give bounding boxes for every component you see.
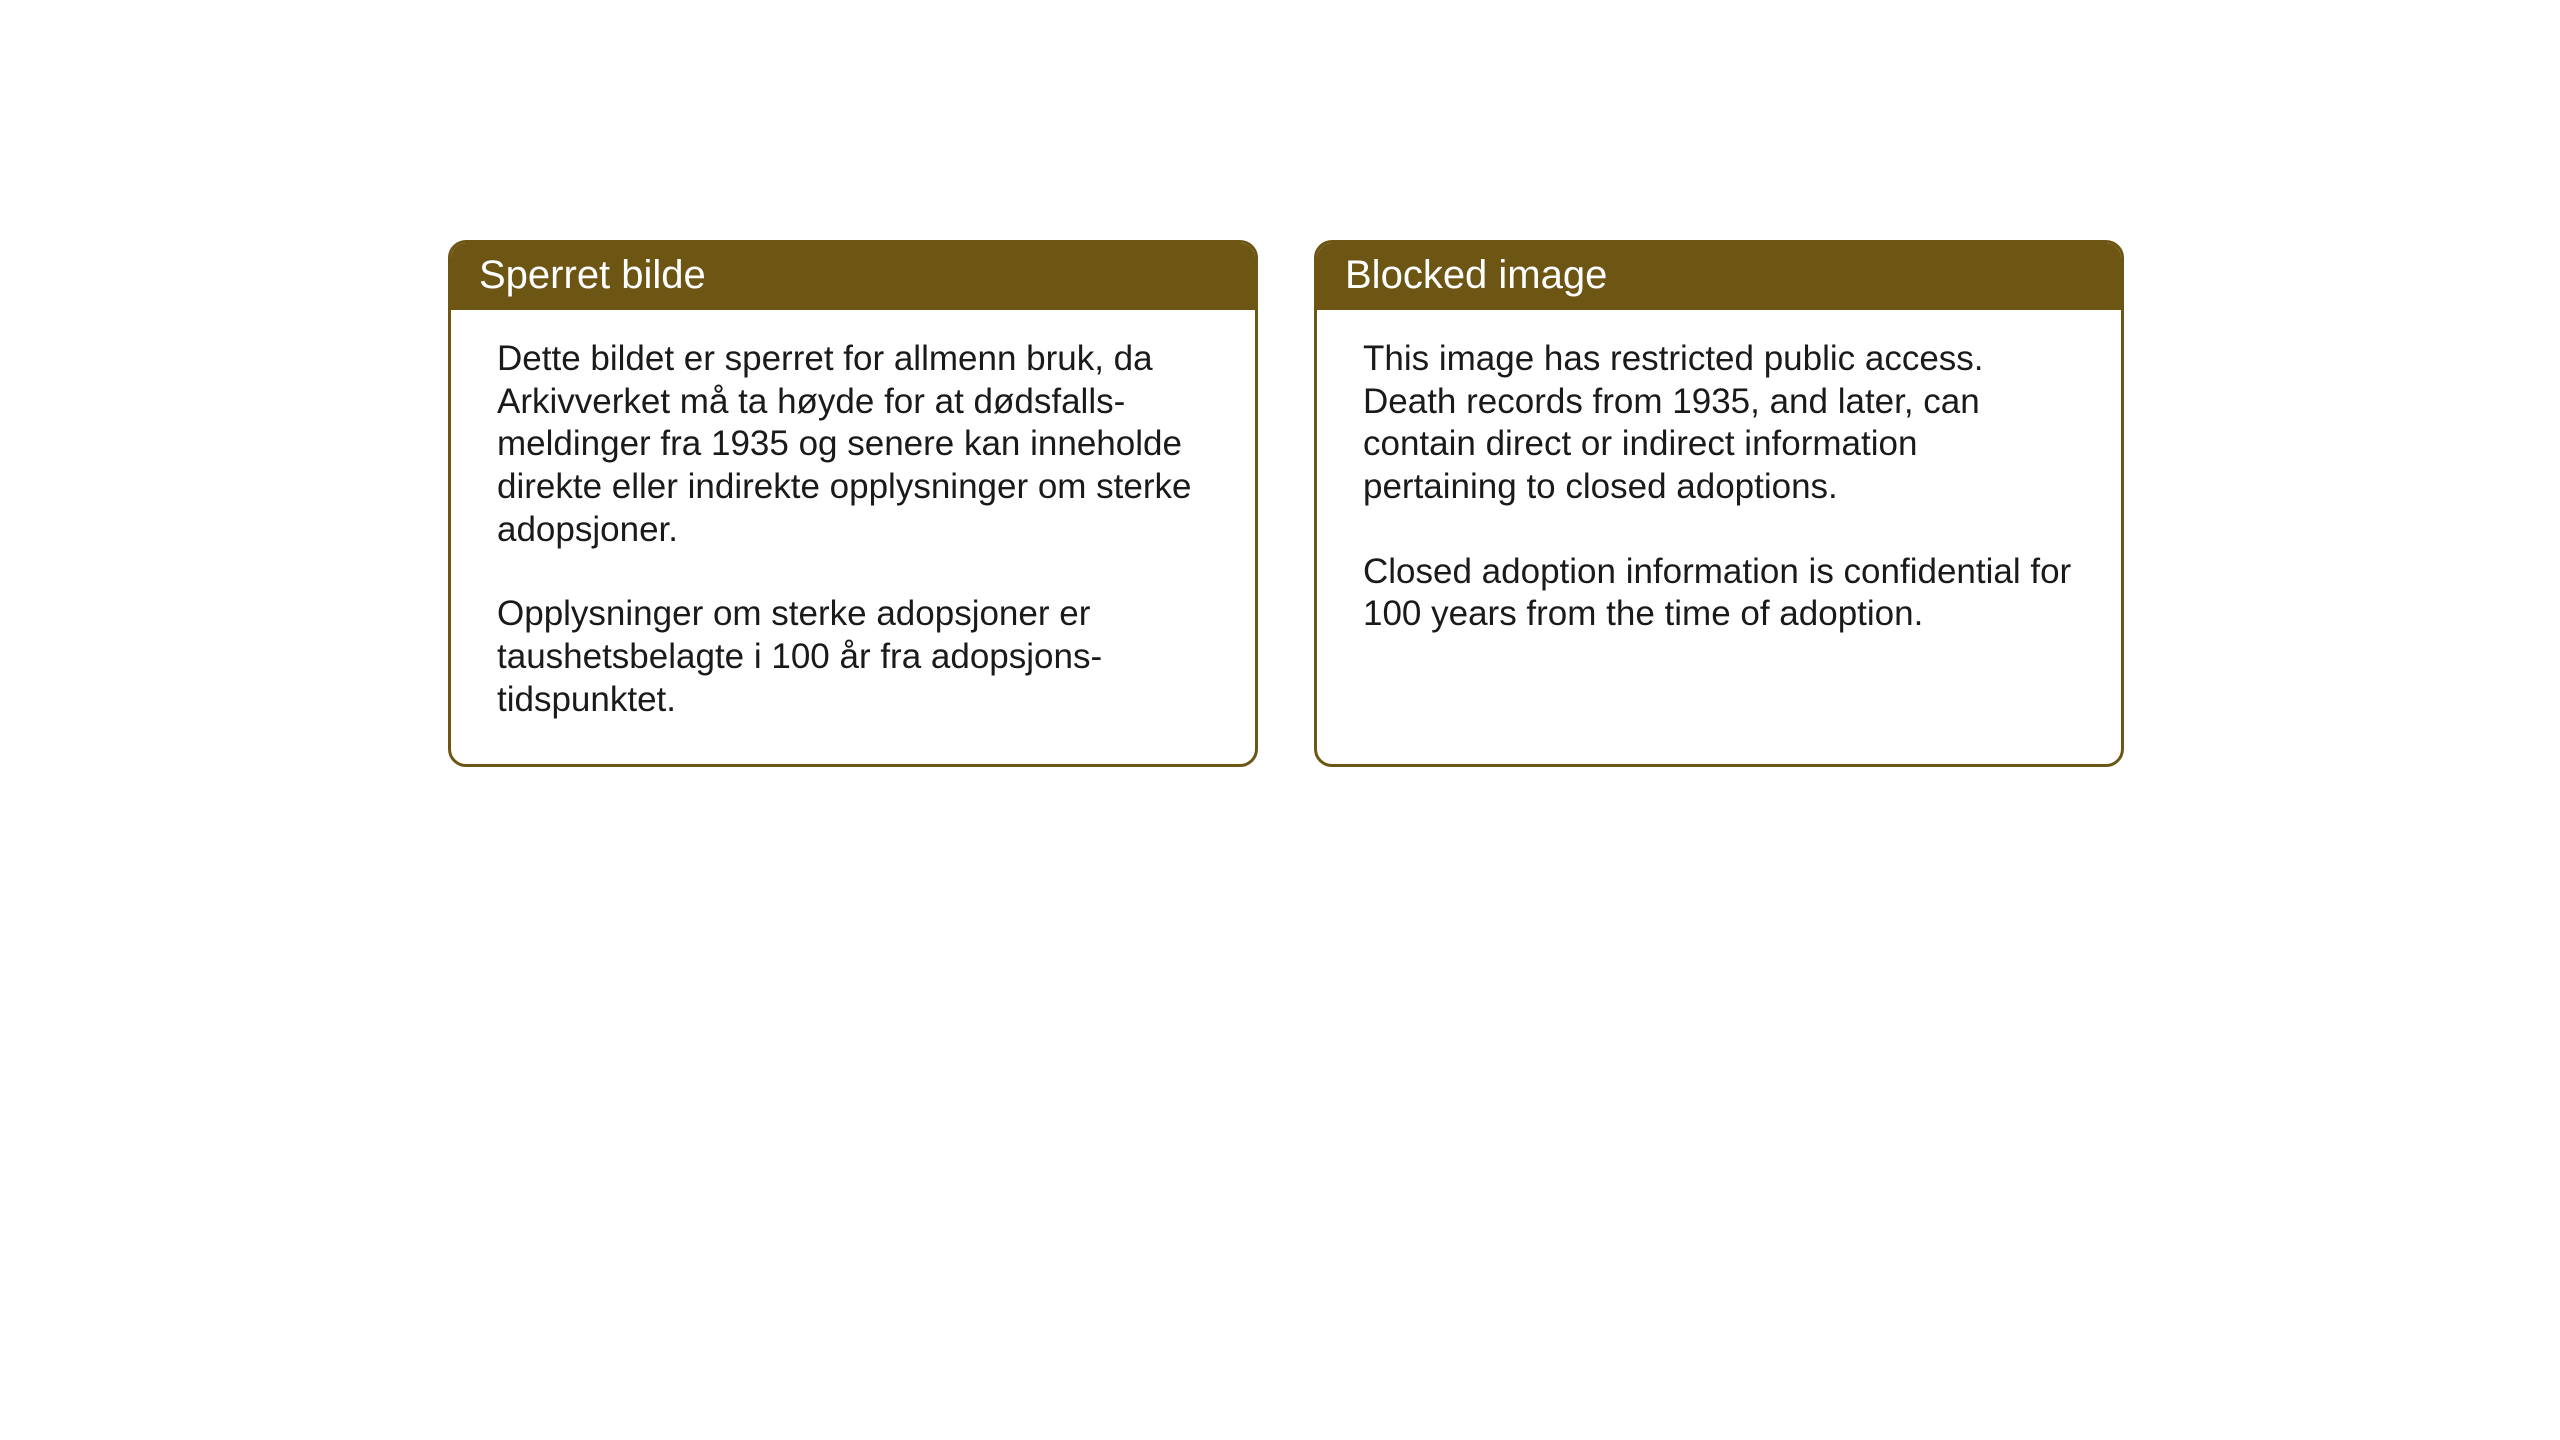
card-body-norwegian: Dette bildet er sperret for allmenn bruk… — [451, 310, 1255, 764]
card-header-norwegian: Sperret bilde — [451, 243, 1255, 310]
card-body-english: This image has restricted public access.… — [1317, 310, 2121, 678]
card-paragraph: Opplysninger om sterke adopsjoner er tau… — [497, 593, 1209, 721]
card-paragraph: Dette bildet er sperret for allmenn bruk… — [497, 338, 1209, 551]
card-title: Sperret bilde — [479, 253, 706, 297]
card-paragraph: Closed adoption information is confident… — [1363, 551, 2075, 636]
notice-card-english: Blocked image This image has restricted … — [1314, 240, 2124, 767]
notice-cards-container: Sperret bilde Dette bildet er sperret fo… — [448, 240, 2124, 767]
notice-card-norwegian: Sperret bilde Dette bildet er sperret fo… — [448, 240, 1258, 767]
card-header-english: Blocked image — [1317, 243, 2121, 310]
card-paragraph: This image has restricted public access.… — [1363, 338, 2075, 509]
card-title: Blocked image — [1345, 253, 1607, 297]
